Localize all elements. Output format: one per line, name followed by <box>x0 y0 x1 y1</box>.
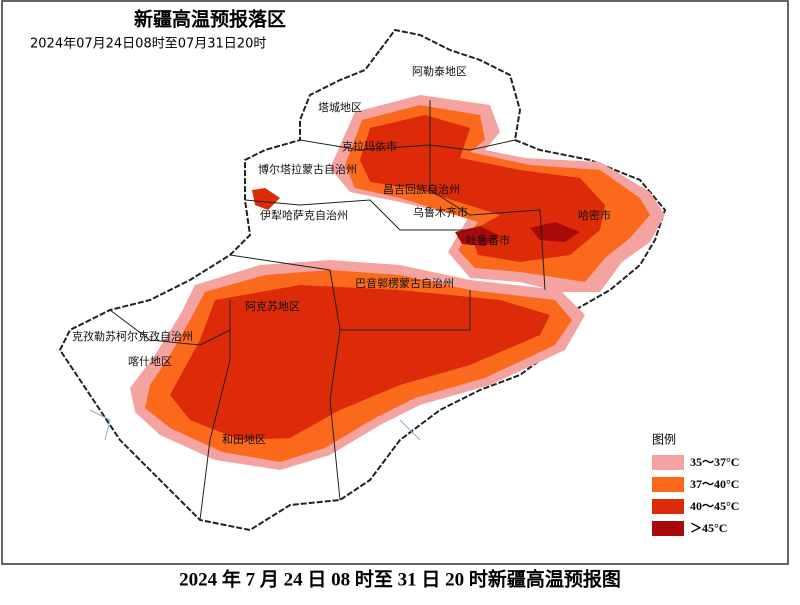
legend-swatch <box>652 477 684 492</box>
region-label: 昌吉回族自治州 <box>383 182 460 196</box>
rivers <box>89 409 421 441</box>
caption: 2024 年 7 月 24 日 08 时至 31 日 20 时新疆高温预报图 <box>179 567 621 590</box>
map-title: 新疆高温预报落区 <box>134 8 286 31</box>
prefecture-boundaries <box>109 100 546 521</box>
legend-label: 37～40°C <box>690 477 739 491</box>
legend-label: ＞45°C <box>690 521 727 535</box>
region-label: 巴音郭楞蒙古自治州 <box>355 276 454 290</box>
region-label: 阿克苏地区 <box>245 300 300 313</box>
region-label: 克拉玛依市 <box>342 139 397 153</box>
region-label: 博尔塔拉蒙古自治州 <box>258 162 357 176</box>
region-label: 克孜勒苏柯尔克孜自治州 <box>72 329 193 343</box>
region-label: 喀什地区 <box>128 355 172 368</box>
legend-swatch <box>652 521 684 536</box>
legend-swatch <box>652 499 684 514</box>
map-subtitle: 2024年07月24日08时至07月31日20时 <box>30 37 266 52</box>
region-label: 和田地区 <box>222 433 266 446</box>
legend-title: 图例 <box>652 433 676 447</box>
legend-swatch <box>652 455 684 470</box>
region-label: 吐鲁番市 <box>466 233 510 247</box>
region-label: 伊犁哈萨克自治州 <box>260 208 348 222</box>
region-label: 哈密市 <box>578 208 611 222</box>
legend-label: 40～45°C <box>690 499 739 513</box>
region-label: 塔城地区 <box>318 101 362 114</box>
legend-label: 35～37°C <box>690 455 739 469</box>
region-label: 乌鲁木齐市 <box>413 205 468 219</box>
heat-zones <box>130 95 665 470</box>
region-label: 阿勒泰地区 <box>412 64 467 78</box>
